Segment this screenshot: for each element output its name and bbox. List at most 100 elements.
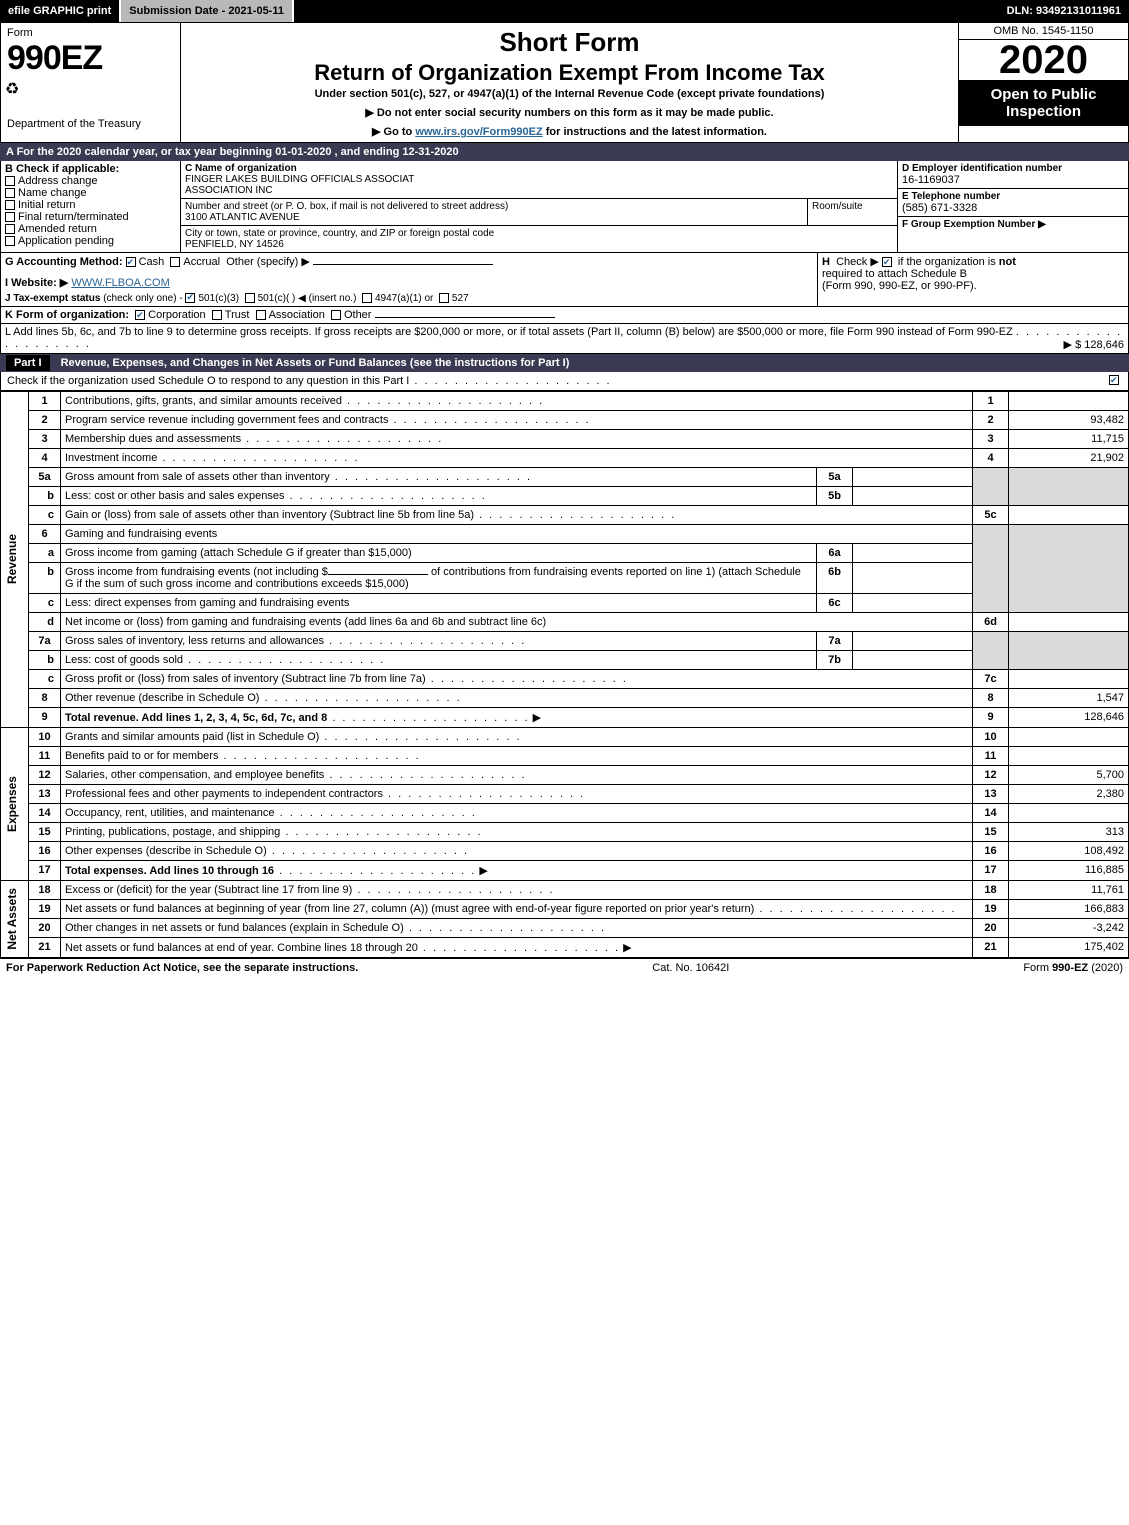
line-3-box: 3 [973,430,1009,449]
check-application-pending[interactable]: Application pending [5,235,176,247]
footer-right: Form 990-EZ (2020) [1023,962,1123,974]
line-16-num: 16 [29,842,61,861]
line-6c-sb: 6c [817,594,853,613]
line-21-amt: 175,402 [1009,938,1129,958]
h-text2: if the organization is [895,256,999,268]
line-h-label: H [822,256,830,268]
line-17-arrow: ▶ [479,865,487,877]
line-6a-text: Gross income from gaming (attach Schedul… [61,544,817,563]
line-6b-val [853,563,973,594]
org-info-row: B Check if applicable: Address change Na… [0,161,1129,253]
g-h-row: G Accounting Method: Cash Accrual Other … [0,253,1129,307]
goto-post: for instructions and the latest informat… [543,126,767,138]
line-6d-text: Net income or (loss) from gaming and fun… [61,613,973,632]
line-17-text: Total expenses. Add lines 10 through 16 [65,865,274,877]
check-527[interactable] [439,293,449,303]
line-19-text: Net assets or fund balances at beginning… [65,903,754,915]
line-5c-text: Gain or (loss) from sale of assets other… [65,509,474,521]
line-j-note: (check only one) - [103,293,182,304]
check-name-change[interactable]: Name change [5,187,176,199]
line-l-text: L Add lines 5b, 6c, and 7b to line 9 to … [5,326,1013,338]
check-501c[interactable] [245,293,255,303]
line-6-num: 6 [29,525,61,544]
check-final-return[interactable]: Final return/terminated [5,211,176,223]
line-14-num: 14 [29,804,61,823]
check-address-change[interactable]: Address change [5,175,176,187]
page-footer: For Paperwork Reduction Act Notice, see … [0,958,1129,977]
line-2-amt: 93,482 [1009,411,1129,430]
check-schedule-o[interactable] [1109,375,1119,385]
period-bar: A For the 2020 calendar year, or tax yea… [0,143,1129,161]
line-11-box: 11 [973,747,1009,766]
check-accrual[interactable] [170,257,180,267]
line-9-box: 9 [973,708,1009,728]
line-21-text: Net assets or fund balances at end of ye… [65,942,418,954]
line-11-text: Benefits paid to or for members [65,750,218,762]
department: Department of the Treasury [7,114,174,130]
line-7c-amt [1009,670,1129,689]
line-18-amt: 11,761 [1009,881,1129,900]
line-6a-val [853,544,973,563]
line-21-num: 21 [29,938,61,958]
line-21-arrow: ▶ [623,942,631,954]
line-7b-sb: 7b [817,651,853,670]
box-e-label: E Telephone number [902,191,1124,202]
check-h[interactable] [882,257,892,267]
line-6c-num: c [29,594,61,613]
line-7b-text: Less: cost of goods sold [65,654,183,666]
check-other[interactable] [331,310,341,320]
line-7a-val [853,632,973,651]
line-17-num: 17 [29,861,61,881]
other-specify: Other (specify) ▶ [226,256,310,268]
line-3-num: 3 [29,430,61,449]
line-13-text: Professional fees and other payments to … [65,788,383,800]
check-cash[interactable] [126,257,136,267]
tax-year: 2020 [959,40,1128,80]
line-6c-val [853,594,973,613]
line-7a-sb: 7a [817,632,853,651]
website-link[interactable]: WWW.FLBOA.COM [71,277,169,289]
part1-table: Revenue 1 Contributions, gifts, grants, … [0,391,1129,958]
line-16-amt: 108,492 [1009,842,1129,861]
goto-pre: ▶ Go to [372,126,415,138]
check-amended-return[interactable]: Amended return [5,223,176,235]
irs-link[interactable]: www.irs.gov/Form990EZ [415,126,542,138]
line-6d-amt [1009,613,1129,632]
line-15-num: 15 [29,823,61,842]
l-row: L Add lines 5b, 6c, and 7b to line 9 to … [0,324,1129,354]
line-6b-text: Gross income from fundraising events (no… [61,563,817,594]
org-name-2: ASSOCIATION INC [185,185,893,196]
line-4-amt: 21,902 [1009,449,1129,468]
line-k-label: K Form of organization: [5,309,129,321]
line-20-num: 20 [29,919,61,938]
expenses-side-label: Expenses [1,728,29,881]
ein-value: 16-1169037 [902,174,1124,186]
line-3-amt: 11,715 [1009,430,1129,449]
check-501c3[interactable] [185,293,195,303]
line-6b-num: b [29,563,61,594]
check-initial-return[interactable]: Initial return [5,199,176,211]
check-trust[interactable] [212,310,222,320]
opt-501c: 501(c)( ) ◀ (insert no.) [258,293,357,304]
check-4947[interactable] [362,293,372,303]
line-18-box: 18 [973,881,1009,900]
line-5b-sb: 5b [817,487,853,506]
line-i-label: I Website: ▶ [5,277,68,289]
line-13-box: 13 [973,785,1009,804]
line-13-amt: 2,380 [1009,785,1129,804]
street-label: Number and street (or P. O. box, if mail… [185,201,803,212]
line-20-amt: -3,242 [1009,919,1129,938]
line-5c-amt [1009,506,1129,525]
check-association[interactable] [256,310,266,320]
line-14-text: Occupancy, rent, utilities, and maintena… [65,807,275,819]
line-21-box: 21 [973,938,1009,958]
check-label: Amended return [18,223,97,235]
line-16-box: 16 [973,842,1009,861]
line-7a-num: 7a [29,632,61,651]
line-2-num: 2 [29,411,61,430]
line-4-text: Investment income [65,452,157,464]
opt-4947: 4947(a)(1) or [375,293,433,304]
check-corporation[interactable] [135,310,145,320]
line-6a-num: a [29,544,61,563]
h-text3: required to attach Schedule B [822,268,967,280]
